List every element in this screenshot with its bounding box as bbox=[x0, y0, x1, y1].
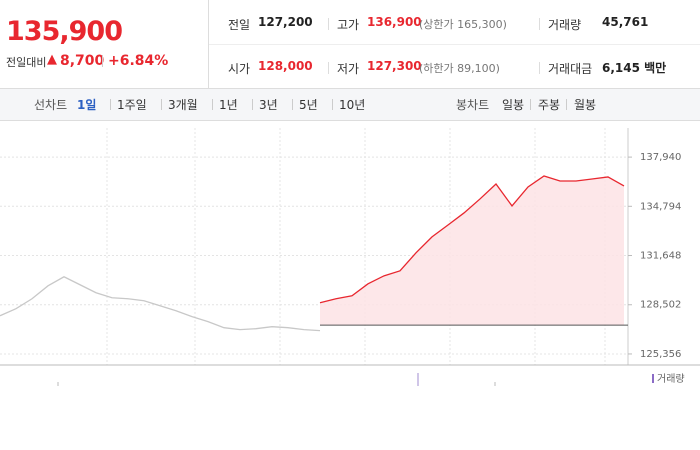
divider bbox=[332, 99, 333, 110]
stat-value: 6,145 백만 bbox=[602, 61, 667, 75]
divider bbox=[209, 44, 700, 45]
divider bbox=[102, 55, 103, 67]
change-label: 전일대비 bbox=[6, 56, 47, 69]
change-pct: +6.84% bbox=[108, 53, 169, 69]
period-tab[interactable]: 1일 bbox=[77, 98, 97, 112]
price-line bbox=[0, 276, 321, 332]
divider bbox=[539, 62, 540, 74]
stat-value: 45,761 bbox=[602, 15, 649, 29]
candle-tab[interactable]: 월봉 bbox=[574, 98, 597, 112]
legend-label: 거래량 bbox=[657, 373, 685, 385]
stat-label: 거래대금 bbox=[548, 62, 593, 76]
period-tab[interactable]: 5년 bbox=[299, 98, 318, 112]
chart: 거래량 125,356 128,502 131,648 134,794 137,940 bbox=[0, 128, 700, 386]
period-tab[interactable]: 3년 bbox=[259, 98, 278, 112]
stat-label: 고가 bbox=[337, 18, 360, 32]
divider bbox=[212, 99, 213, 110]
area-fill bbox=[320, 176, 624, 326]
divider bbox=[161, 99, 162, 110]
tab-label: 선차트 bbox=[34, 98, 68, 112]
divider bbox=[252, 99, 253, 110]
stat-label: 저가 bbox=[337, 62, 360, 76]
stat-value: 128,000 bbox=[258, 59, 313, 73]
divider bbox=[292, 99, 293, 110]
period-tab[interactable]: 3개월 bbox=[168, 98, 198, 112]
divider bbox=[328, 62, 329, 74]
divider bbox=[110, 99, 111, 110]
up-arrow: ▲ bbox=[47, 52, 57, 67]
divider bbox=[566, 99, 567, 110]
y-tick-label: 131,648 bbox=[640, 251, 681, 262]
divider bbox=[530, 99, 531, 110]
period-tab[interactable]: 10년 bbox=[339, 98, 366, 112]
stat-note: (하한가 89,100) bbox=[419, 62, 500, 75]
y-tick-label: 125,356 bbox=[640, 349, 681, 360]
change: 8,700 bbox=[60, 53, 105, 69]
divider bbox=[539, 18, 540, 30]
stat-note: (상한가 165,300) bbox=[419, 18, 507, 31]
stat-value: 136,900 bbox=[367, 15, 422, 29]
stat-label: 시가 bbox=[228, 62, 251, 76]
stat-label: 전일 bbox=[228, 18, 251, 32]
candle-tab[interactable]: 주봉 bbox=[538, 98, 561, 112]
tab-bar bbox=[0, 89, 700, 121]
period-tab[interactable]: 1년 bbox=[219, 98, 238, 112]
stat-label: 거래량 bbox=[548, 18, 582, 32]
y-tick-label: 128,502 bbox=[640, 300, 681, 311]
candle-tab[interactable]: 일봉 bbox=[502, 98, 525, 112]
y-tick-label: 137,940 bbox=[640, 152, 681, 163]
legend-swatch bbox=[652, 374, 654, 383]
stat-value: 127,300 bbox=[367, 59, 422, 73]
y-tick-label: 134,794 bbox=[640, 201, 681, 212]
divider bbox=[208, 0, 209, 88]
period-tab[interactable]: 1주일 bbox=[117, 98, 147, 112]
stat-value: 127,200 bbox=[258, 15, 313, 29]
divider bbox=[328, 18, 329, 30]
tab-label: 봉차트 bbox=[456, 98, 490, 112]
header bbox=[0, 0, 700, 89]
price-line bbox=[319, 175, 625, 304]
price: 135,900 bbox=[6, 16, 123, 47]
